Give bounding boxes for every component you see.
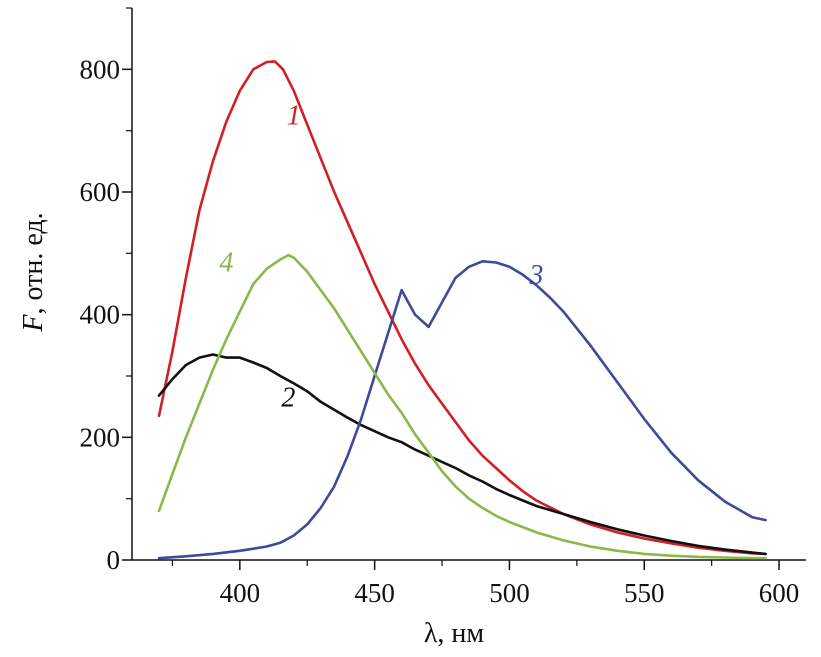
x-tick-label: 550 xyxy=(624,578,665,608)
series-layer xyxy=(157,60,767,560)
curve-labels: 1 2 3 4 xyxy=(219,101,543,414)
series-line-3 xyxy=(157,259,767,560)
x-tick-label: 400 xyxy=(220,578,261,608)
y-tick-label: 0 xyxy=(107,545,121,575)
y-tick-label: 800 xyxy=(80,54,121,84)
x-tick-label: 450 xyxy=(354,578,395,608)
y-tick-label: 200 xyxy=(80,422,121,452)
x-tick-label: 600 xyxy=(759,578,800,608)
x-axis-title: λ, нм xyxy=(424,618,485,649)
y-axis-title: F, отн. ед. xyxy=(18,212,49,332)
curve-label-1: 1 xyxy=(287,101,301,132)
series-line-2 xyxy=(157,353,767,556)
series-line-4 xyxy=(157,253,767,560)
y-tick-label: 600 xyxy=(80,177,121,207)
y-axis-title-unit: , отн. ед. xyxy=(18,212,49,314)
x-tick-label: 500 xyxy=(489,578,530,608)
axes: 400 450 500 550 600 0 200 400 600 800 xyxy=(80,7,806,608)
y-axis-title-symbol: F xyxy=(18,314,49,333)
series-line-1 xyxy=(157,60,767,556)
y-tick-label: 400 xyxy=(80,300,121,330)
curve-label-3: 3 xyxy=(528,260,543,291)
curve-label-4: 4 xyxy=(219,248,233,279)
curve-label-2: 2 xyxy=(281,383,295,414)
